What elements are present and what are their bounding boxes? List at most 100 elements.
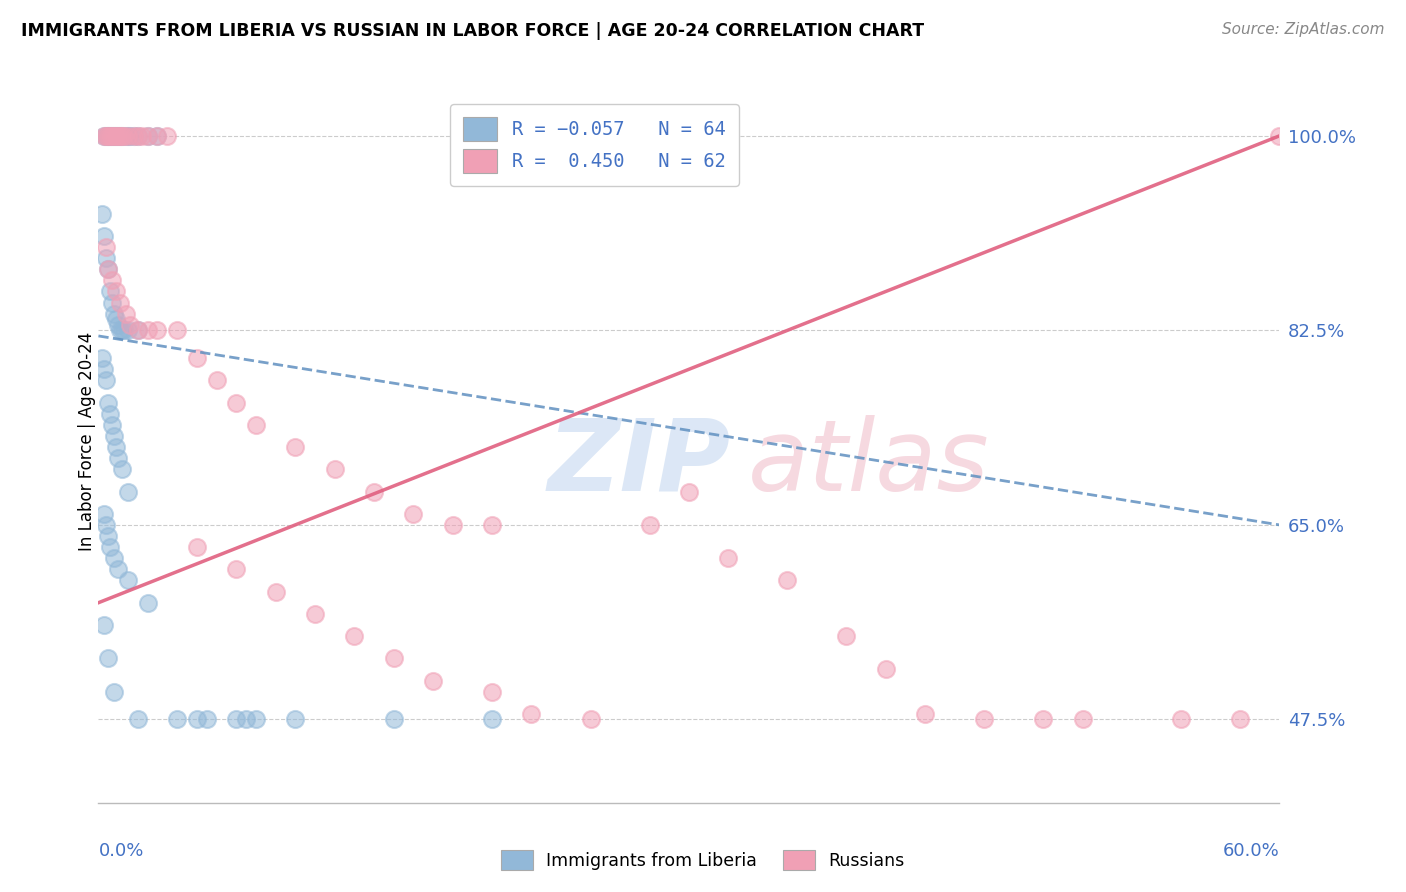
Point: [101, 295, 124, 310]
Point: [422, 673, 444, 688]
Point: [96, 373, 118, 387]
Point: [136, 323, 159, 337]
Point: [103, 429, 125, 443]
Point: [343, 629, 366, 643]
Point: [111, 128, 134, 143]
Point: [122, 128, 145, 143]
Point: [1170, 713, 1192, 727]
Point: [363, 484, 385, 499]
Y-axis label: In Labor Force | Age 20-24: In Labor Force | Age 20-24: [79, 332, 96, 551]
Point: [111, 323, 134, 337]
Point: [195, 713, 218, 727]
Text: 0.0%: 0.0%: [98, 842, 143, 860]
Point: [481, 684, 503, 698]
Point: [156, 128, 179, 143]
Point: [127, 323, 149, 337]
Point: [97, 128, 120, 143]
Point: [186, 351, 208, 366]
Point: [108, 323, 131, 337]
Point: [97, 128, 120, 143]
Point: [127, 128, 149, 143]
Point: [914, 706, 936, 721]
Point: [96, 128, 118, 143]
Point: [1071, 713, 1094, 727]
Point: [97, 262, 120, 277]
Point: [107, 128, 129, 143]
Point: [105, 128, 128, 143]
Text: ZIP: ZIP: [547, 415, 730, 512]
Point: [103, 128, 125, 143]
Point: [101, 128, 124, 143]
Legend: R = −0.057   N = 64, R =  0.450   N = 62: R = −0.057 N = 64, R = 0.450 N = 62: [450, 104, 738, 186]
Point: [481, 713, 503, 727]
Point: [245, 713, 267, 727]
Point: [108, 128, 131, 143]
Point: [93, 128, 115, 143]
Point: [96, 251, 118, 265]
Point: [304, 607, 326, 621]
Point: [186, 713, 208, 727]
Point: [96, 240, 118, 254]
Point: [264, 584, 287, 599]
Point: [97, 395, 120, 409]
Point: [101, 273, 124, 287]
Point: [225, 562, 247, 576]
Point: [146, 323, 169, 337]
Point: [97, 529, 120, 543]
Point: [115, 128, 138, 143]
Point: [96, 517, 118, 532]
Point: [127, 128, 149, 143]
Point: [166, 713, 188, 727]
Point: [205, 373, 228, 387]
Point: [245, 417, 267, 432]
Point: [93, 507, 115, 521]
Point: [520, 706, 543, 721]
Point: [117, 128, 139, 143]
Point: [717, 551, 740, 566]
Point: [105, 440, 128, 454]
Point: [776, 574, 799, 588]
Point: [875, 662, 897, 676]
Point: [96, 128, 118, 143]
Point: [117, 128, 139, 143]
Point: [103, 551, 125, 566]
Text: Source: ZipAtlas.com: Source: ZipAtlas.com: [1222, 22, 1385, 37]
Point: [115, 307, 138, 321]
Point: [136, 128, 159, 143]
Point: [127, 713, 149, 727]
Point: [107, 562, 129, 576]
Point: [98, 407, 121, 421]
Point: [105, 312, 128, 326]
Text: IMMIGRANTS FROM LIBERIA VS RUSSIAN IN LABOR FORCE | AGE 20-24 CORRELATION CHART: IMMIGRANTS FROM LIBERIA VS RUSSIAN IN LA…: [21, 22, 924, 40]
Point: [481, 517, 503, 532]
Point: [98, 128, 121, 143]
Point: [91, 351, 114, 366]
Point: [1268, 128, 1291, 143]
Point: [131, 128, 153, 143]
Point: [136, 596, 159, 610]
Text: atlas: atlas: [748, 415, 990, 512]
Point: [284, 713, 307, 727]
Point: [112, 128, 135, 143]
Point: [835, 629, 858, 643]
Point: [1032, 713, 1054, 727]
Point: [579, 713, 602, 727]
Point: [107, 451, 129, 466]
Point: [97, 262, 120, 277]
Point: [136, 128, 159, 143]
Point: [118, 318, 141, 332]
Point: [146, 128, 169, 143]
Point: [638, 517, 661, 532]
Point: [112, 323, 135, 337]
Point: [117, 574, 139, 588]
Point: [103, 684, 125, 698]
Point: [127, 323, 149, 337]
Point: [323, 462, 346, 476]
Point: [108, 295, 131, 310]
Point: [98, 285, 121, 299]
Point: [107, 318, 129, 332]
Point: [93, 128, 115, 143]
Point: [107, 128, 129, 143]
Point: [97, 651, 120, 665]
Point: [105, 128, 128, 143]
